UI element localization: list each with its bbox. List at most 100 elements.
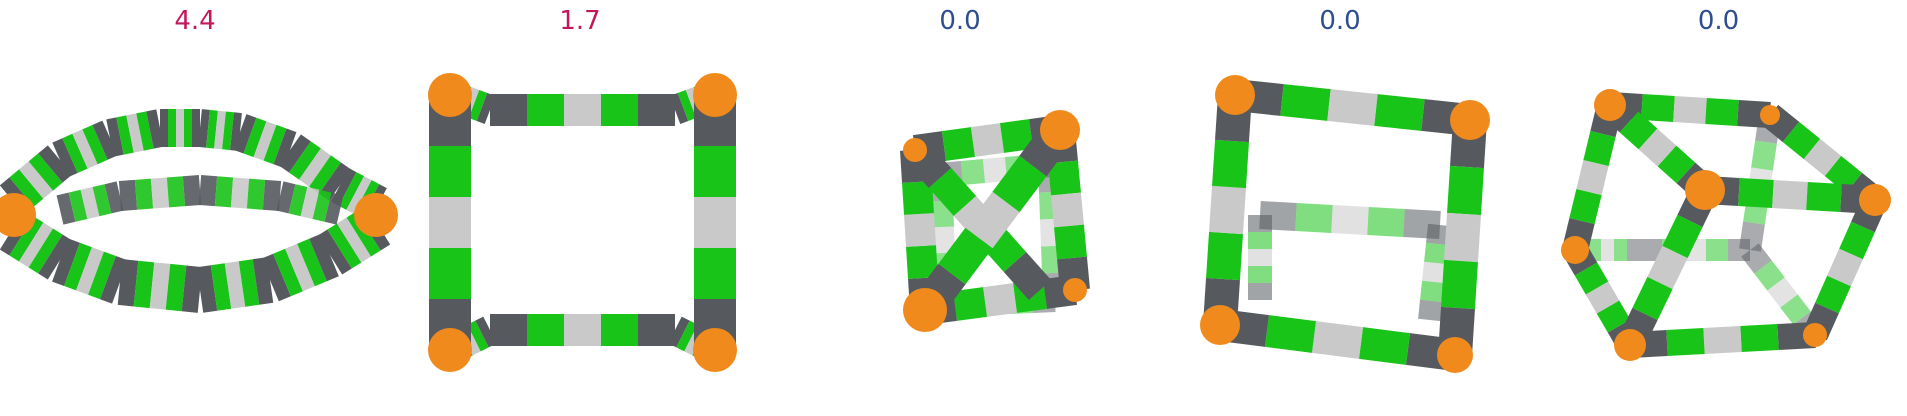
cage-model-2 [428,73,737,372]
metal-vertex [1437,337,1473,373]
linker-segment [468,89,488,122]
linker-segment [198,109,210,148]
linker-segment [317,229,352,275]
linker-segment [1673,96,1707,124]
linker-segment [62,133,88,173]
linker-segment [1295,203,1333,233]
linker-segment [1422,261,1448,284]
linker-segment [38,234,73,280]
linker-segment [68,189,88,222]
linker-segment [677,89,697,122]
linker-segment [181,265,203,313]
metal-vertex [903,138,927,162]
linker-segment [262,179,282,211]
linker-segment [149,262,171,310]
cage-panel-2: 1.7 [390,0,770,416]
linker-segment [1839,221,1875,260]
linker-segment [1638,128,1677,167]
linker-segment [182,175,202,207]
linker-segment [1767,277,1798,308]
linker-segment [1741,243,1772,274]
linker-segment [1447,165,1484,216]
linker-segment [116,115,134,155]
linker-segment [1358,327,1411,365]
linker-segment [1444,212,1481,263]
linker-segment [476,92,496,125]
linker-segment [319,162,351,201]
metal-vertex [0,193,36,237]
linker-segment [9,169,44,207]
linker-segment [80,186,100,220]
cage-panel-4: 0.0 [1150,0,1530,416]
linker-segment [953,287,987,321]
metal-vertex [1803,323,1827,347]
linker-segment [1418,299,1444,322]
metal-vertex [428,328,472,372]
linker-segment [309,155,341,194]
linker-segment [118,179,138,211]
linker-segment [1815,275,1851,314]
linker-segment [1327,89,1378,126]
linker-segment [1583,130,1616,167]
cage-model-1 [0,109,398,313]
linker-segment [19,222,53,268]
linker-segment [938,227,993,285]
linker-segment [1420,280,1446,303]
linker-segment [1331,205,1369,235]
linker-segment [76,247,104,295]
linker-segment [210,263,232,311]
linker-segment [999,119,1034,153]
linker-segment [276,181,296,214]
metal-vertex [1200,305,1240,345]
linker-segment [983,283,1017,317]
linker-segment [992,155,1047,213]
metal-vertex [903,288,947,332]
linker-segment [279,134,311,173]
linker-segment [928,168,977,216]
linker-segment [1040,218,1065,247]
linker-segment [929,200,954,228]
linker-segment [134,178,154,210]
linker-segment [902,181,934,215]
linker-segment [965,191,1020,249]
linker-segment [273,248,303,297]
linker-segment [1619,111,1658,150]
linker-segment [1705,98,1739,126]
linker-segment [309,233,339,282]
linker-segment [338,172,365,210]
linker-segment [1367,207,1405,237]
linker-segment [92,120,118,160]
linker-segment [1824,155,1863,194]
linker-segment [1806,182,1842,212]
metal-vertex [354,193,398,237]
linker-segment [467,320,489,352]
linker-segment [133,260,155,309]
linker-segment [337,217,371,263]
metal-vertex [1760,105,1780,125]
linker-segment [38,145,73,183]
linker-segment [52,238,80,286]
linker-segment [243,117,267,158]
linker-segment [1703,326,1742,354]
linker-segment [166,176,186,208]
linker-segment [1827,248,1863,287]
linker-segment [92,184,112,217]
linker-segment [261,253,291,302]
linker-segment [28,153,63,191]
linker-segment [906,245,938,279]
linker-segment [1585,281,1620,314]
linker-segment [253,121,277,161]
linker-segment [9,216,44,262]
linker-segment [1576,159,1609,196]
linker-segment [285,243,315,292]
linker-segment [1739,221,1765,252]
linker-segment [289,141,321,180]
metal-vertex [693,328,737,372]
cage-panel-3: 0.0 [770,0,1150,416]
linker-segment [300,186,320,220]
linker-segment [1632,276,1673,321]
linker-segment [1596,300,1631,333]
linker-segment [1209,185,1246,235]
cage-panel-1: 4.4 [0,0,398,416]
linker-segment [669,92,689,125]
